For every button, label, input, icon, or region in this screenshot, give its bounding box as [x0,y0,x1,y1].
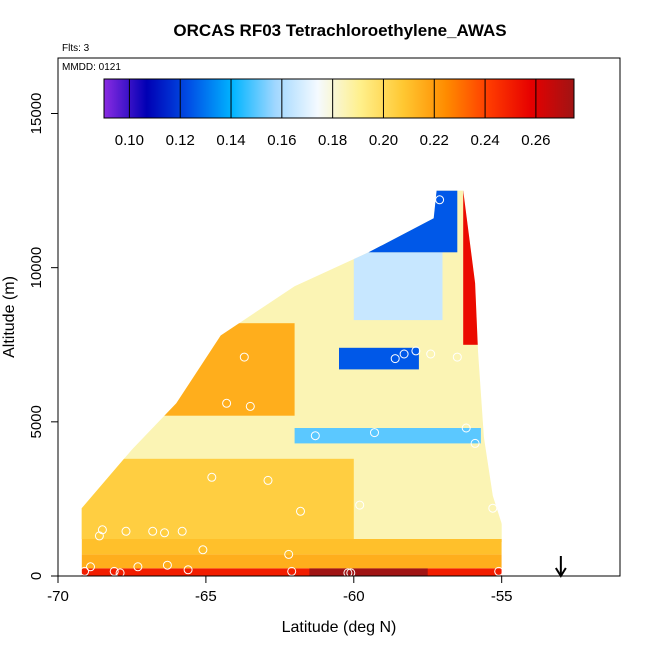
field-feature-8 [463,190,478,345]
sample-point-27 [370,428,379,438]
x-axis-label: Latitude (deg N) [282,619,397,636]
sample-point-31 [426,349,436,359]
sample-point-1 [80,566,90,576]
sample-point-29 [399,349,409,359]
field-feature-2 [309,568,428,576]
sample-point-30 [411,346,421,356]
colorbar-tick-label-7: 0.22 [420,132,449,149]
y-tick-label-1: 0 [28,572,45,580]
colorbar-bar [103,78,575,119]
sample-point-26 [355,500,365,510]
sample-point-19 [263,475,273,485]
x-tick-label-2: -65 [195,588,217,605]
sample-point-11 [162,560,172,570]
field-feature-4 [81,539,502,555]
sample-point-35 [470,438,480,448]
sample-point-10 [160,528,169,538]
sample-point-15 [207,472,217,482]
sample-point-4 [97,525,107,535]
sample-point-13 [183,565,193,575]
field-upper-mid [353,252,443,321]
latitude-marker-arrow [554,556,567,578]
x-tick-label-4: -55 [491,588,513,605]
x-axis: -70 -65 -60 -55 [47,575,513,605]
field-feature-6 [294,428,481,444]
sample-point-16 [222,398,232,408]
colorbar-tick-label-6: 0.20 [369,132,398,149]
sample-point-32 [435,195,445,205]
sample-point-36 [479,186,489,196]
colorbar-tick-label-3: 0.14 [216,132,245,149]
field-feature-1 [81,568,502,576]
colorbar: 0.10 0.12 0.14 0.16 0.18 0.20 0.22 0.24 0.26 [103,78,575,149]
chart-title: ORCAS RF03 Tetrachloroethylene_AWAS [173,21,506,40]
sample-point-5 [109,566,119,576]
colorbar-tick-label-8: 0.24 [470,132,499,149]
colorbar-tick-label-1: 0.10 [115,132,144,149]
sample-point-6 [115,568,125,578]
sample-point-33 [452,352,462,362]
field-feature-3 [81,554,502,569]
colorbar-tick-label-5: 0.18 [318,132,347,149]
sample-point-20 [284,549,294,559]
sample-point-34 [461,423,471,433]
y-axis: 0 5000 10000 15000 [28,93,59,580]
sample-point-14 [198,545,208,555]
sample-point-24 [343,568,353,578]
sample-point-8 [133,562,143,572]
sample-point-9 [148,526,158,536]
sample-point-21 [287,566,297,576]
date-annotation: MMDD: 0121 [62,62,121,73]
colorbar-tick-label-9: 0.26 [521,132,550,149]
sample-point-37 [488,503,498,513]
sample-points [80,186,504,578]
y-tick-label-4: 15000 [28,93,45,135]
y-tick-label-2: 5000 [28,405,45,438]
field-feature-5 [339,347,419,370]
colorbar-tick-label-4: 0.16 [267,132,296,149]
sample-point-7 [121,526,131,536]
sample-point-38 [494,566,504,576]
sample-point-2 [86,562,95,572]
sample-point-17 [239,352,249,362]
y-tick-label-3: 10000 [28,247,45,289]
y-axis-label: Altitude (m) [1,276,18,358]
sample-point-28 [390,354,400,364]
field-band-left [146,323,295,416]
concentration-field [81,190,502,576]
colorbar-tick-label-2: 0.12 [166,132,195,149]
flights-label: Flts: 3 [62,43,90,54]
field-mid-left [81,458,354,539]
sample-point-18 [245,401,255,411]
x-tick-label-3: -60 [343,588,365,605]
sample-point-12 [177,526,187,536]
x-tick-label-1: -70 [47,588,69,605]
marker-head [554,567,567,578]
sample-point-23 [310,431,320,441]
sample-point-22 [296,506,305,516]
sample-point-3 [94,531,104,541]
sample-point-25 [346,568,356,578]
